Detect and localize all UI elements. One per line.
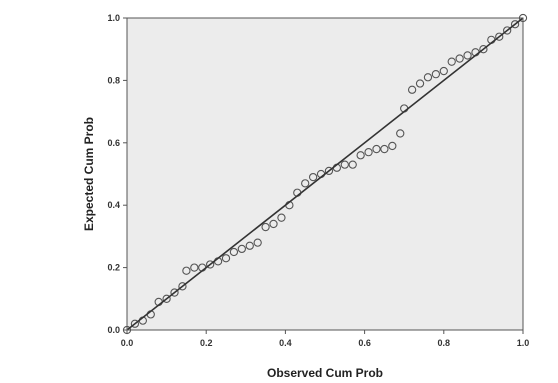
data-point-41 — [439, 66, 448, 76]
data-point-50 — [510, 20, 520, 29]
data-point-20 — [277, 213, 286, 222]
data-point-46 — [479, 45, 488, 54]
data-point-1 — [130, 319, 140, 328]
data-point-37 — [407, 85, 417, 94]
data-point-24 — [308, 172, 318, 182]
data-point-43 — [455, 54, 464, 63]
plot-frame — [126, 17, 524, 331]
data-point-30 — [356, 151, 365, 160]
x-tick-label: 0.0 — [121, 338, 134, 348]
data-point-33 — [380, 144, 389, 154]
x-tick-label: 0.2 — [200, 338, 213, 348]
data-point-38 — [415, 79, 425, 88]
data-point-8 — [182, 266, 191, 275]
data-point-28 — [340, 160, 349, 169]
y-tick-label: 0.4 — [107, 200, 120, 210]
x-tick-label: 1.0 — [517, 338, 530, 348]
data-point-9 — [190, 263, 199, 272]
data-point-19 — [269, 219, 278, 229]
data-point-13 — [221, 254, 231, 263]
data-point-6 — [170, 288, 179, 297]
data-point-31 — [364, 148, 373, 157]
data-points — [122, 13, 528, 335]
data-point-7 — [178, 282, 187, 291]
data-point-23 — [301, 179, 310, 188]
data-point-29 — [348, 160, 357, 169]
data-point-14 — [229, 247, 239, 257]
data-point-15 — [237, 244, 246, 254]
x-tick-label: 0.4 — [279, 338, 292, 348]
data-point-49 — [503, 26, 512, 35]
data-point-42 — [447, 57, 456, 66]
data-point-40 — [431, 70, 441, 79]
data-point-35 — [396, 129, 405, 138]
x-axis-label: Observed Cum Prob — [267, 366, 383, 380]
data-point-39 — [423, 73, 433, 82]
y-tick-label: 0.0 — [107, 325, 120, 335]
y-tick-label: 0.2 — [107, 263, 120, 273]
y-axis-label: Expected Cum Prob — [82, 117, 96, 231]
reference-line — [126, 17, 524, 331]
x-tick-label: 0.8 — [438, 338, 451, 348]
data-point-26 — [324, 166, 334, 176]
axis-ticks: 0.0 0.2 0.4 0.6 0.8 1.0 0.0 0.2 0.4 0.6 0.8 1.0 — [107, 13, 529, 348]
y-tick-label: 1.0 — [107, 13, 120, 23]
y-tick-label: 0.6 — [107, 138, 120, 148]
data-point-16 — [245, 241, 254, 250]
data-point-11 — [206, 260, 215, 269]
data-point-44 — [463, 51, 472, 60]
data-point-34 — [388, 141, 397, 151]
data-point-17 — [253, 238, 262, 247]
data-point-48 — [495, 32, 504, 41]
data-point-32 — [372, 144, 381, 154]
y-tick-label: 0.8 — [107, 75, 120, 85]
x-tick-label: 0.6 — [358, 338, 371, 348]
data-point-5 — [162, 294, 171, 303]
data-point-18 — [261, 222, 270, 232]
